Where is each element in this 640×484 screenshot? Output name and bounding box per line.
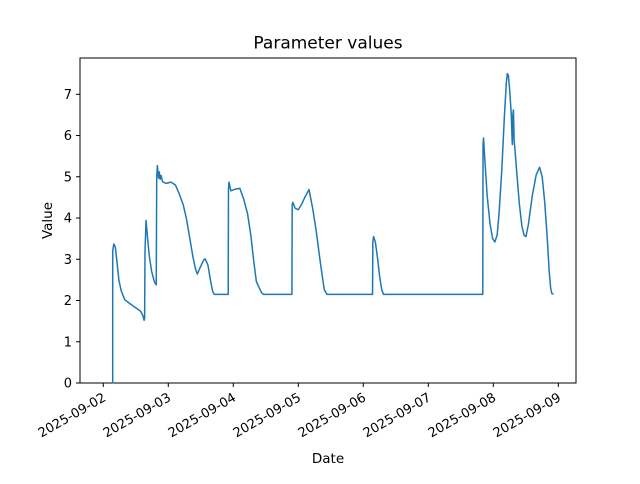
x-tick-label: 2025-09-02 (36, 390, 109, 441)
plot-border (79, 57, 577, 384)
x-tick-label: 2025-09-08 (426, 390, 499, 441)
series-line (111, 72, 554, 384)
y-tick-label: 5 (64, 170, 72, 185)
axes-layer: 2025-09-022025-09-032025-09-042025-09-05… (36, 57, 577, 441)
y-tick-label: 2 (64, 294, 72, 309)
y-tick-label: 3 (64, 253, 72, 268)
series-layer (111, 72, 554, 384)
x-tick-label: 2025-09-04 (166, 390, 239, 441)
x-tick-label: 2025-09-07 (361, 390, 434, 441)
y-tick-label: 0 (64, 377, 72, 392)
x-tick-label: 2025-09-06 (296, 390, 369, 441)
chart-title: Parameter values (253, 34, 402, 54)
x-tick-label: 2025-09-03 (101, 390, 174, 441)
y-tick-label: 4 (64, 212, 72, 227)
y-axis-label: Value (40, 202, 56, 239)
x-tick-label: 2025-09-05 (231, 390, 304, 441)
x-tick-label: 2025-09-09 (491, 390, 564, 441)
y-tick-label: 6 (64, 129, 72, 144)
x-axis-label: Date (312, 451, 344, 467)
y-tick-label: 7 (64, 88, 72, 103)
y-tick-label: 1 (64, 335, 72, 350)
